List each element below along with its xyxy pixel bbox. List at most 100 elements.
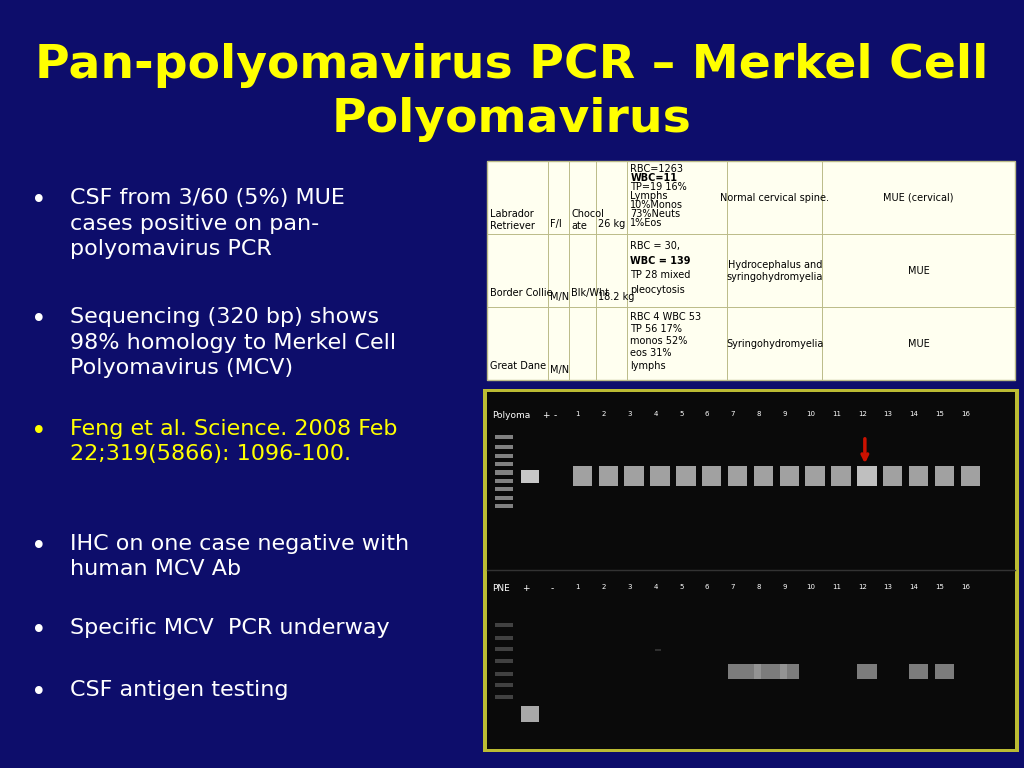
- Text: pleocytosis: pleocytosis: [630, 285, 685, 295]
- Text: 11: 11: [831, 411, 841, 417]
- Text: Feng et al. Science. 2008 Feb
22;319(5866): 1096-100.: Feng et al. Science. 2008 Feb 22;319(586…: [70, 419, 397, 464]
- Text: 3: 3: [628, 411, 632, 417]
- Text: WBC=11: WBC=11: [630, 173, 677, 183]
- Text: Blk/Wht: Blk/Wht: [571, 288, 609, 299]
- Text: 13: 13: [884, 584, 893, 590]
- Text: TP 56 17%: TP 56 17%: [630, 324, 682, 334]
- Text: +: +: [542, 411, 549, 420]
- Bar: [857, 466, 877, 486]
- Text: M/N: M/N: [550, 365, 569, 376]
- Bar: [857, 664, 877, 679]
- Text: eos 31%: eos 31%: [630, 349, 672, 359]
- Bar: [650, 466, 670, 486]
- Bar: [496, 647, 513, 651]
- Text: MUE: MUE: [907, 266, 930, 276]
- Text: 4: 4: [653, 411, 657, 417]
- Text: CSF antigen testing: CSF antigen testing: [70, 680, 288, 700]
- Text: 15: 15: [935, 411, 944, 417]
- Bar: [496, 495, 513, 500]
- Text: lymphs: lymphs: [630, 360, 666, 371]
- Bar: [496, 470, 513, 475]
- Text: 8: 8: [757, 411, 761, 417]
- Text: •: •: [31, 307, 46, 333]
- Text: 18.2 kg: 18.2 kg: [598, 292, 634, 303]
- Bar: [496, 672, 513, 676]
- Text: IHC on one case negative with
human MCV Ab: IHC on one case negative with human MCV …: [70, 534, 409, 579]
- Text: Syringohydromyelia: Syringohydromyelia: [726, 339, 823, 349]
- Bar: [779, 664, 799, 679]
- Bar: [909, 466, 928, 486]
- Text: Hydrocephalus and
syringohydromyelia: Hydrocephalus and syringohydromyelia: [727, 260, 823, 282]
- Bar: [961, 466, 980, 486]
- Bar: [496, 684, 513, 687]
- Text: TP 28 mixed: TP 28 mixed: [630, 270, 690, 280]
- Bar: [496, 478, 513, 483]
- Text: Great Dane: Great Dane: [490, 361, 547, 372]
- Text: TP=19 16%: TP=19 16%: [630, 182, 687, 192]
- Bar: [487, 161, 1015, 380]
- Text: Chocol
ate: Chocol ate: [571, 210, 604, 231]
- Bar: [496, 462, 513, 466]
- Text: 3: 3: [628, 584, 632, 590]
- Text: F/I: F/I: [550, 219, 562, 230]
- Bar: [599, 466, 617, 486]
- Bar: [496, 636, 513, 640]
- Bar: [754, 664, 787, 679]
- Text: •: •: [31, 618, 46, 644]
- Text: 1: 1: [575, 411, 581, 417]
- Bar: [625, 466, 644, 486]
- Text: 9: 9: [782, 411, 787, 417]
- Text: 13: 13: [884, 411, 893, 417]
- Text: 6: 6: [705, 411, 710, 417]
- Text: 2: 2: [601, 584, 606, 590]
- Text: 15: 15: [935, 584, 944, 590]
- Bar: [487, 392, 1015, 749]
- Text: 1: 1: [575, 584, 581, 590]
- Text: +: +: [522, 584, 529, 593]
- Bar: [831, 466, 851, 486]
- Text: Pan-polyomavirus PCR – Merkel Cell: Pan-polyomavirus PCR – Merkel Cell: [35, 43, 989, 88]
- Bar: [496, 504, 513, 508]
- Text: 11: 11: [831, 584, 841, 590]
- Bar: [935, 466, 954, 486]
- Text: 16: 16: [962, 584, 970, 590]
- Text: 5: 5: [679, 411, 683, 417]
- Text: RBC 4 WBC 53: RBC 4 WBC 53: [630, 312, 701, 322]
- Text: M/N: M/N: [550, 292, 569, 303]
- Text: 10: 10: [806, 584, 815, 590]
- Text: Specific MCV  PCR underway: Specific MCV PCR underway: [70, 618, 389, 638]
- Bar: [496, 623, 513, 627]
- Text: PNE: PNE: [493, 584, 510, 593]
- Text: monos 52%: monos 52%: [630, 336, 688, 346]
- Text: •: •: [31, 188, 46, 214]
- Bar: [483, 389, 1019, 752]
- Text: •: •: [31, 419, 46, 445]
- Text: Labrador
Retriever: Labrador Retriever: [490, 210, 536, 231]
- Bar: [909, 664, 928, 679]
- Bar: [496, 695, 513, 699]
- Text: RBC=1263: RBC=1263: [630, 164, 683, 174]
- Text: Polyoma: Polyoma: [493, 411, 530, 420]
- Text: 8: 8: [757, 584, 761, 590]
- Bar: [935, 664, 954, 679]
- Bar: [676, 466, 695, 486]
- Text: Normal cervical spine.: Normal cervical spine.: [720, 193, 829, 203]
- Text: -: -: [550, 584, 554, 593]
- Text: 5: 5: [679, 584, 683, 590]
- Bar: [728, 466, 748, 486]
- Bar: [496, 659, 513, 663]
- Text: Polyomavirus: Polyomavirus: [332, 97, 692, 141]
- Text: 73%Neuts: 73%Neuts: [630, 209, 680, 219]
- Text: CSF from 3/60 (5%) MUE
cases positive on pan-
polyomavirus PCR: CSF from 3/60 (5%) MUE cases positive on…: [70, 188, 344, 260]
- Bar: [496, 454, 513, 458]
- Text: 12: 12: [858, 584, 866, 590]
- Bar: [521, 706, 539, 722]
- Text: -: -: [554, 411, 557, 420]
- Text: 1%Eos: 1%Eos: [630, 218, 663, 228]
- Text: 2: 2: [601, 411, 606, 417]
- Bar: [779, 466, 799, 486]
- Text: 12: 12: [858, 411, 866, 417]
- Text: •: •: [31, 680, 46, 706]
- Text: 7: 7: [731, 411, 735, 417]
- Bar: [521, 469, 539, 483]
